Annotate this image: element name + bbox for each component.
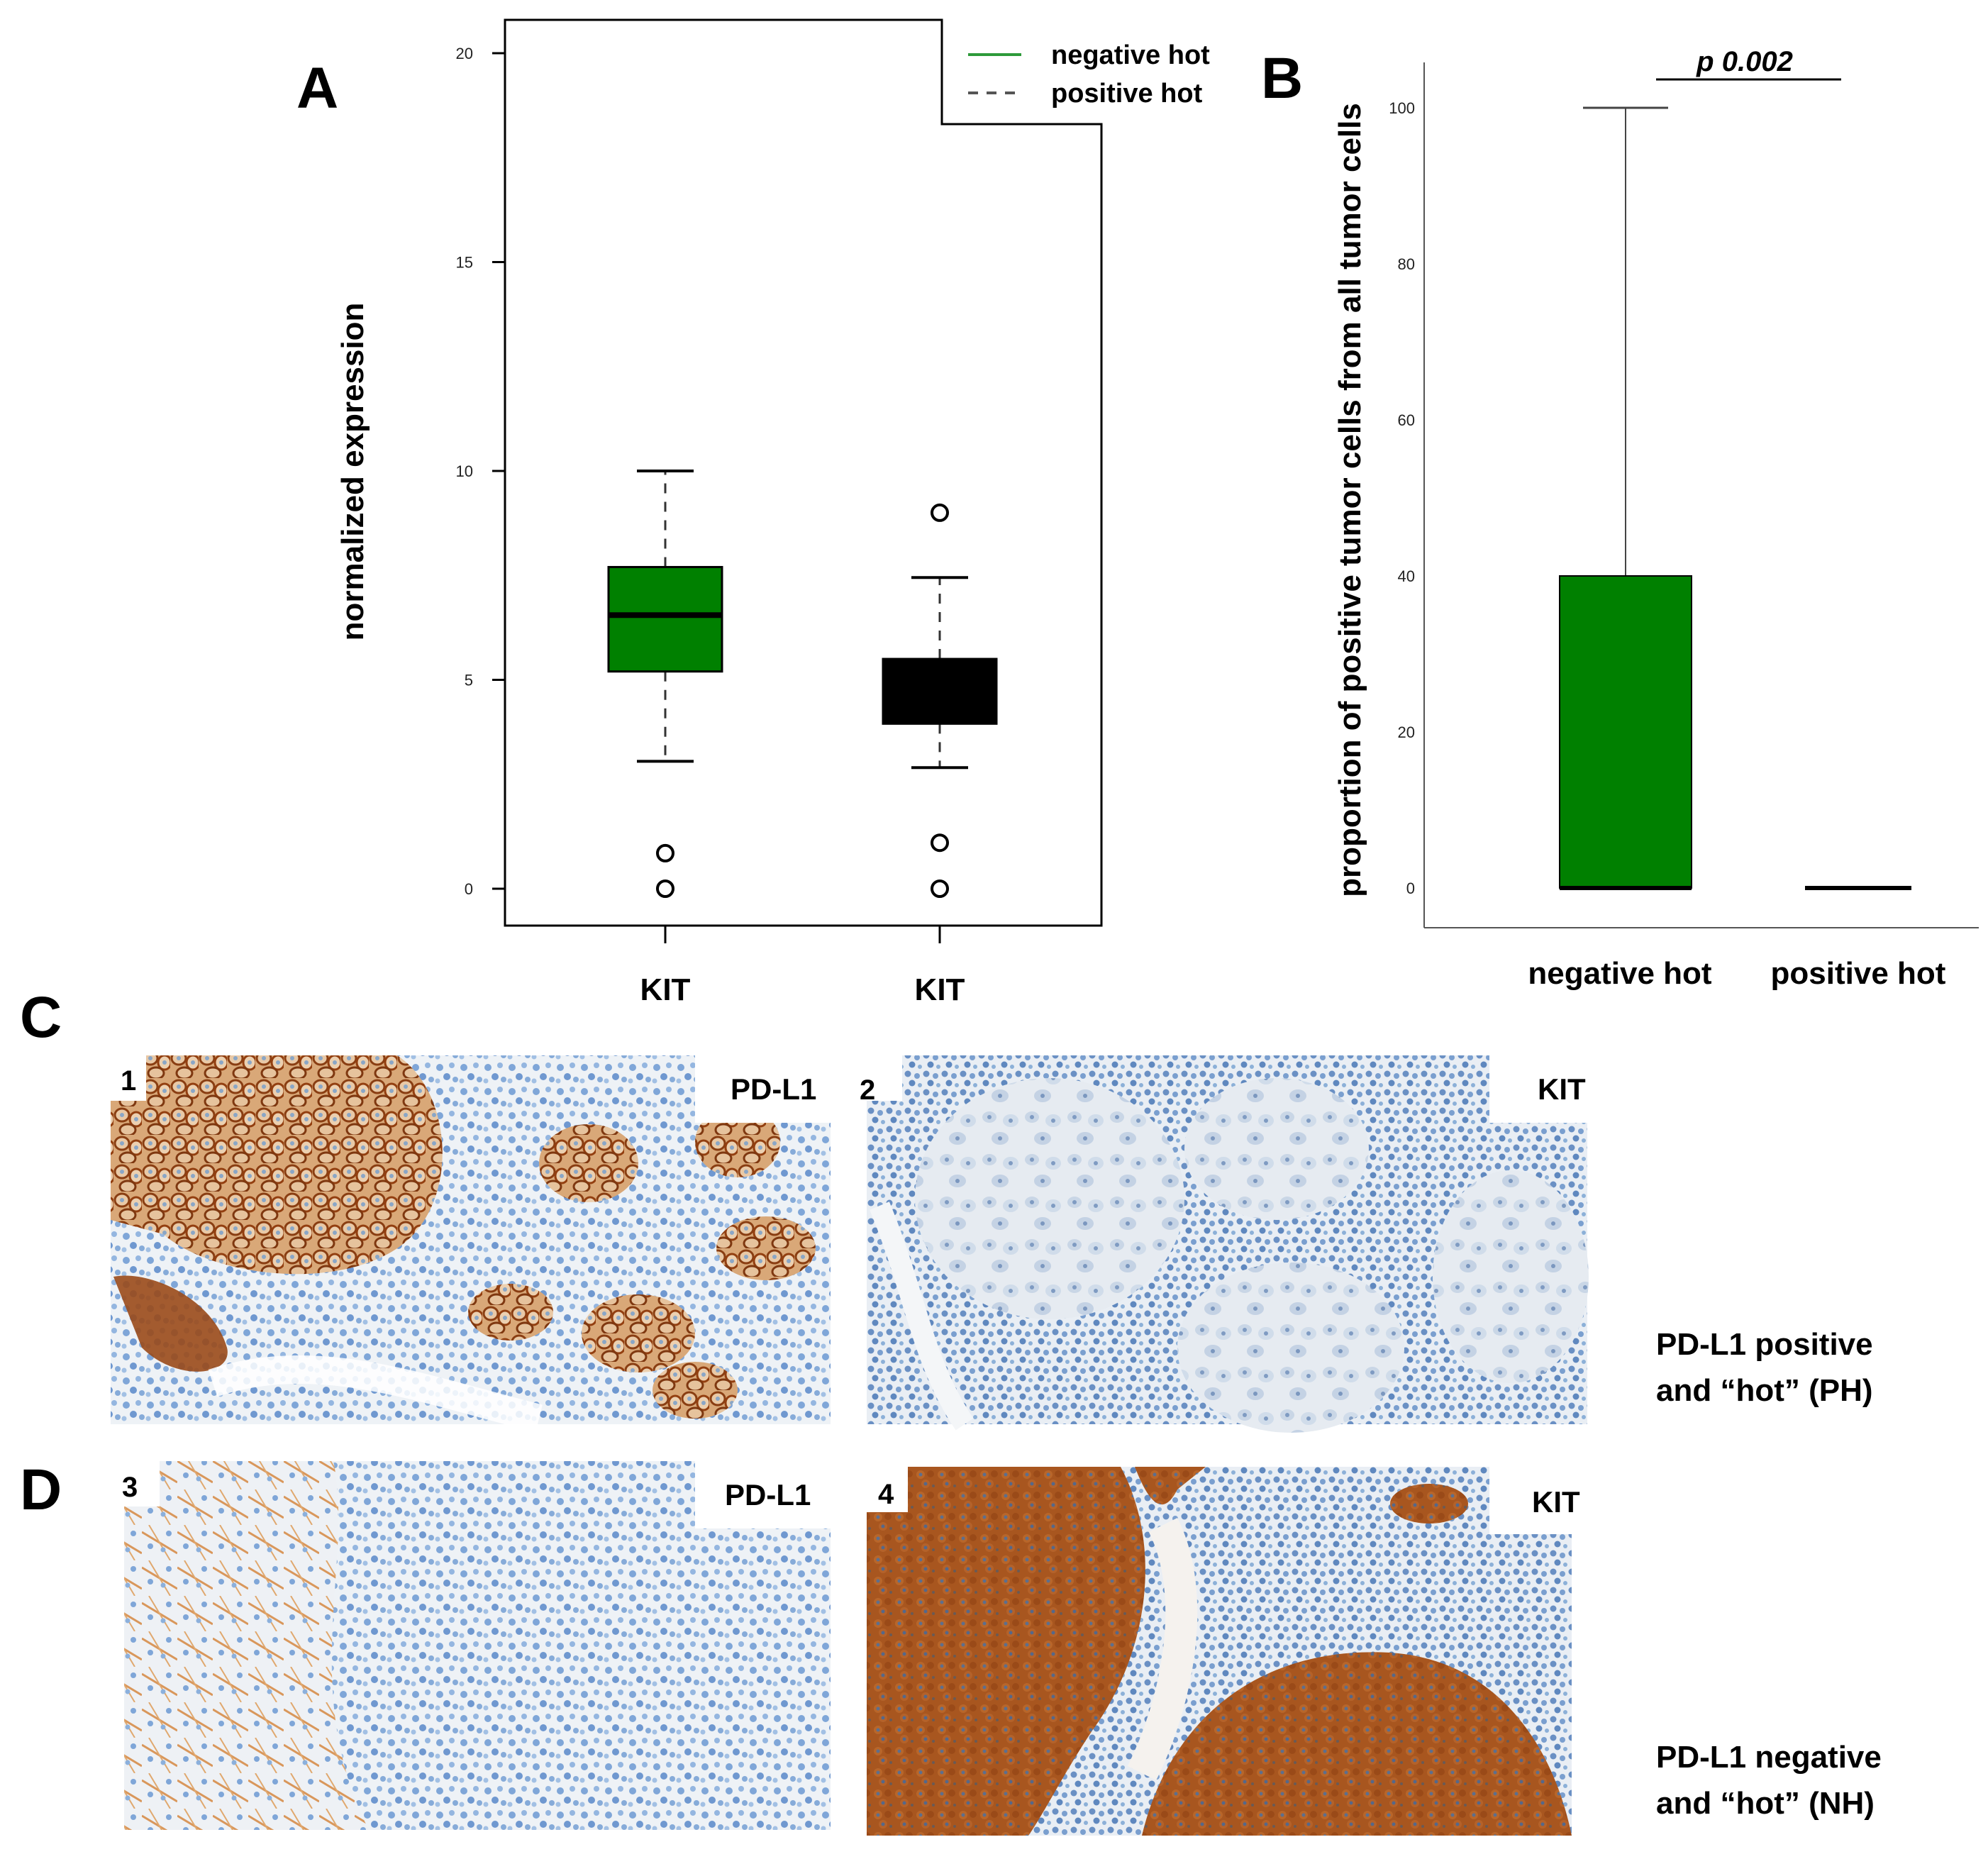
box-negative-hot — [607, 565, 723, 673]
chart-b-boxes — [1559, 106, 1911, 890]
chart-a-y-axis-title: normalized expression — [335, 303, 370, 641]
chart-a-x-axis: KIT KIT — [640, 926, 965, 1007]
chart-b-y-axis-title: proportion of positive tumor cells from … — [1333, 103, 1367, 897]
chart-b-y-tick-label: 0 — [1406, 879, 1415, 897]
caption-ph-line1: PD-L1 positive — [1656, 1327, 1873, 1362]
chart-b-x-label: positive hot — [1771, 956, 1946, 991]
chart-b-y-tick-label: 60 — [1398, 411, 1415, 429]
chart-a-x-label: KIT — [640, 972, 691, 1007]
chart-a-x-label: KIT — [915, 972, 965, 1007]
micrograph-2-stain: KIT — [1538, 1072, 1586, 1106]
outlier-point — [656, 843, 674, 862]
caption-nh-line1: PD-L1 negative — [1656, 1740, 1882, 1775]
panel-letter-b: B — [1261, 46, 1303, 111]
chart-b-y-tick-label: 20 — [1398, 723, 1415, 741]
chart-a-y-tick-label: 15 — [456, 254, 473, 272]
chart-b-boxplot: 0 20 40 60 80 100 negative hot positive hot pr… — [1333, 46, 1979, 991]
outlier-point — [656, 879, 674, 898]
chart-a-legend: negative hot positive hot — [968, 40, 1210, 109]
outlier-point — [931, 833, 949, 853]
panel-letter-a: A — [296, 56, 338, 121]
chart-a-y-tick-label: 20 — [456, 45, 473, 62]
legend-label-positive-hot: positive hot — [1051, 79, 1203, 109]
chart-b-y-tick-label: 100 — [1389, 99, 1415, 117]
caption-ph-line2: and “hot” (PH) — [1656, 1373, 1873, 1408]
micrograph-1: 1 PD-L1 — [111, 1055, 831, 1433]
outlier-point — [931, 879, 949, 898]
p-value-annotation: p 0.002 — [1696, 46, 1793, 77]
micrograph-2-number: 2 — [860, 1075, 875, 1106]
micrograph-3: 3 PD-L1 — [122, 1461, 831, 1830]
chart-b-x-axis: negative hot positive hot — [1528, 956, 1945, 991]
micrograph-4-number: 4 — [878, 1479, 894, 1510]
chart-a-boxplot: 0 5 10 15 20 KIT KIT normalized expression ne… — [335, 18, 1210, 1007]
micrograph-1-number: 1 — [121, 1065, 136, 1097]
legend-label-negative-hot: negative hot — [1051, 40, 1210, 70]
box-negative-hot — [1559, 575, 1692, 889]
chart-a-frame — [504, 18, 1103, 927]
chart-a-y-tick-label: 0 — [465, 880, 473, 898]
chart-b-y-tick-label: 40 — [1398, 567, 1415, 585]
chart-b-y-tick-label: 80 — [1398, 255, 1415, 273]
outlier-point — [931, 503, 949, 522]
micrograph-4-stain: KIT — [1532, 1485, 1580, 1519]
chart-a-y-tick-label: 5 — [465, 672, 473, 689]
chart-a-y-tick-label: 10 — [456, 462, 473, 480]
micrograph-3-stain: PD-L1 — [725, 1478, 811, 1511]
micrograph-3-number: 3 — [122, 1472, 138, 1503]
micrograph-2: 2 KIT — [860, 1055, 1589, 1433]
micrograph-1-stain: PD-L1 — [731, 1072, 816, 1106]
panel-letter-d: D — [20, 1458, 62, 1522]
micrograph-4: 4 KIT — [867, 1467, 1580, 1836]
chart-a-y-axis: 0 5 10 15 20 — [456, 45, 505, 898]
chart-b-x-label: negative hot — [1528, 956, 1711, 991]
chart-b-y-axis: 0 20 40 60 80 100 — [1389, 99, 1415, 897]
panel-letter-c: C — [20, 985, 62, 1050]
caption-nh-line2: and “hot” (NH) — [1656, 1786, 1875, 1821]
chart-a-boxes — [607, 470, 998, 898]
